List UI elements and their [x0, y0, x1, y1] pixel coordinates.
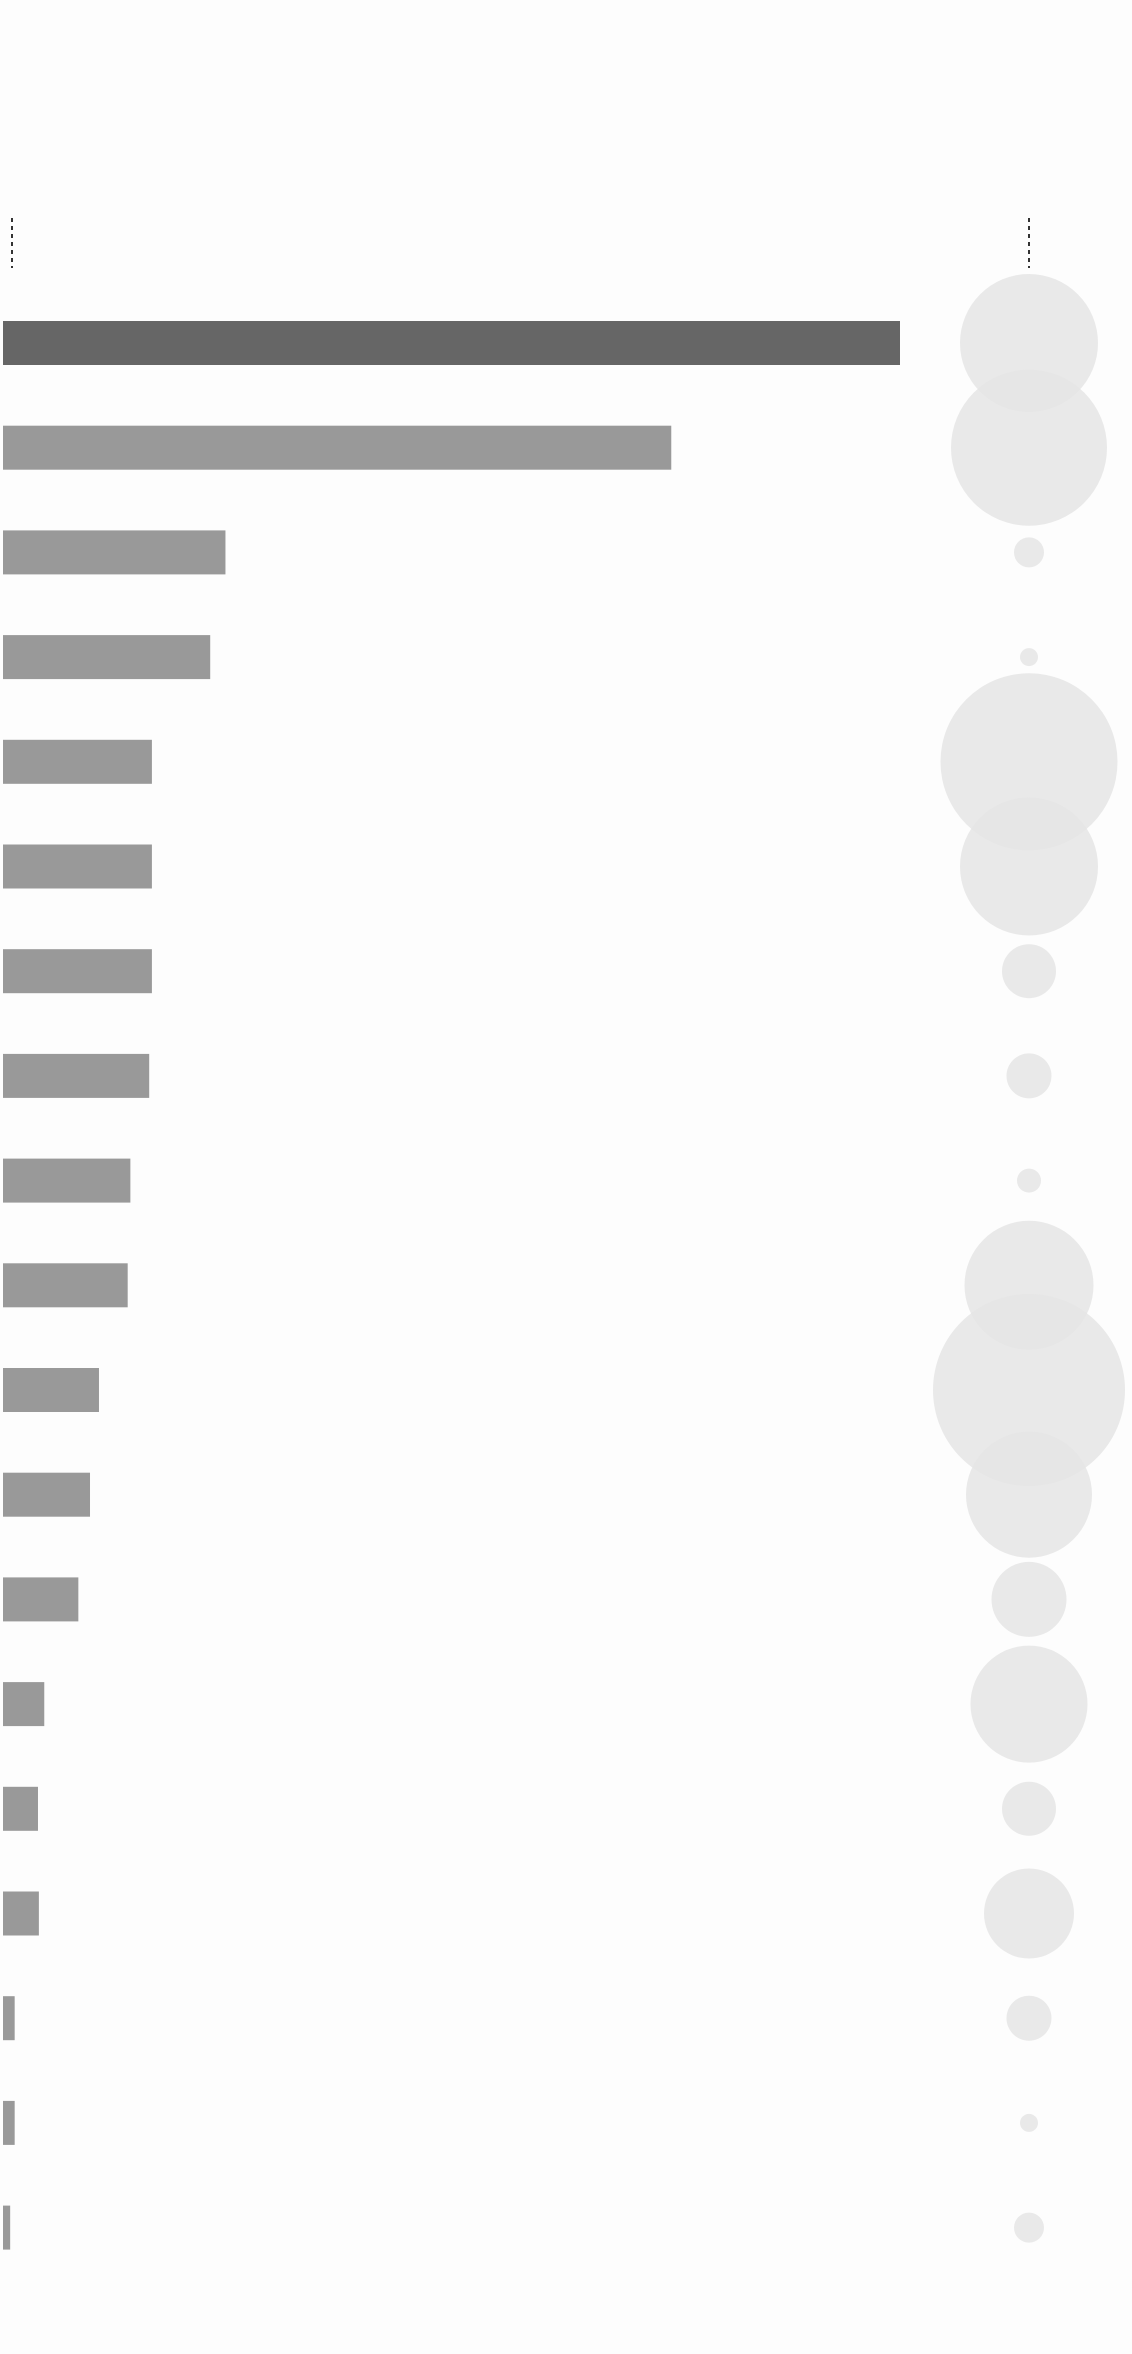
bar-3 [3, 530, 226, 575]
bar-1 [3, 321, 900, 365]
bar-9 [3, 1158, 131, 1203]
bubble-8 [1006, 1053, 1052, 1099]
bar-11 [3, 1368, 99, 1412]
bar-16 [3, 1891, 39, 1936]
bar-6 [3, 844, 152, 889]
bubble-16 [984, 1868, 1074, 1959]
bubble-11 [933, 1294, 1125, 1486]
bar-17 [3, 1996, 15, 2041]
bubble-13 [991, 1561, 1067, 1637]
bubble-12 [966, 1431, 1092, 1558]
bubble-18 [1020, 2113, 1038, 2132]
bubble-layer [933, 274, 1125, 2243]
bar-4 [3, 635, 211, 680]
bar-7 [3, 949, 152, 994]
bar-14 [3, 1682, 45, 1727]
bubble-14 [970, 1645, 1088, 1763]
bubble-17 [1006, 1995, 1052, 2041]
bubble-19 [1014, 2212, 1044, 2243]
bubble-7 [1002, 944, 1056, 999]
bubble-3 [1014, 537, 1044, 568]
bubble-5 [940, 673, 1118, 851]
bar-18 [3, 2100, 15, 2145]
bar-19 [3, 2205, 11, 2250]
bar-10 [3, 1263, 128, 1308]
bar-layer [3, 321, 900, 2250]
bar-2 [3, 425, 672, 470]
bar-8 [3, 1053, 150, 1098]
bar-15 [3, 1786, 38, 1831]
bubble-1 [960, 274, 1098, 412]
bar-12 [3, 1472, 91, 1517]
bubble-9 [1017, 1168, 1041, 1193]
bubble-6 [960, 797, 1098, 936]
bubble-15 [1002, 1781, 1056, 1836]
bubble-4 [1020, 648, 1038, 667]
bar-5 [3, 739, 152, 784]
bar-13 [3, 1577, 79, 1622]
bubble-2 [951, 369, 1107, 526]
